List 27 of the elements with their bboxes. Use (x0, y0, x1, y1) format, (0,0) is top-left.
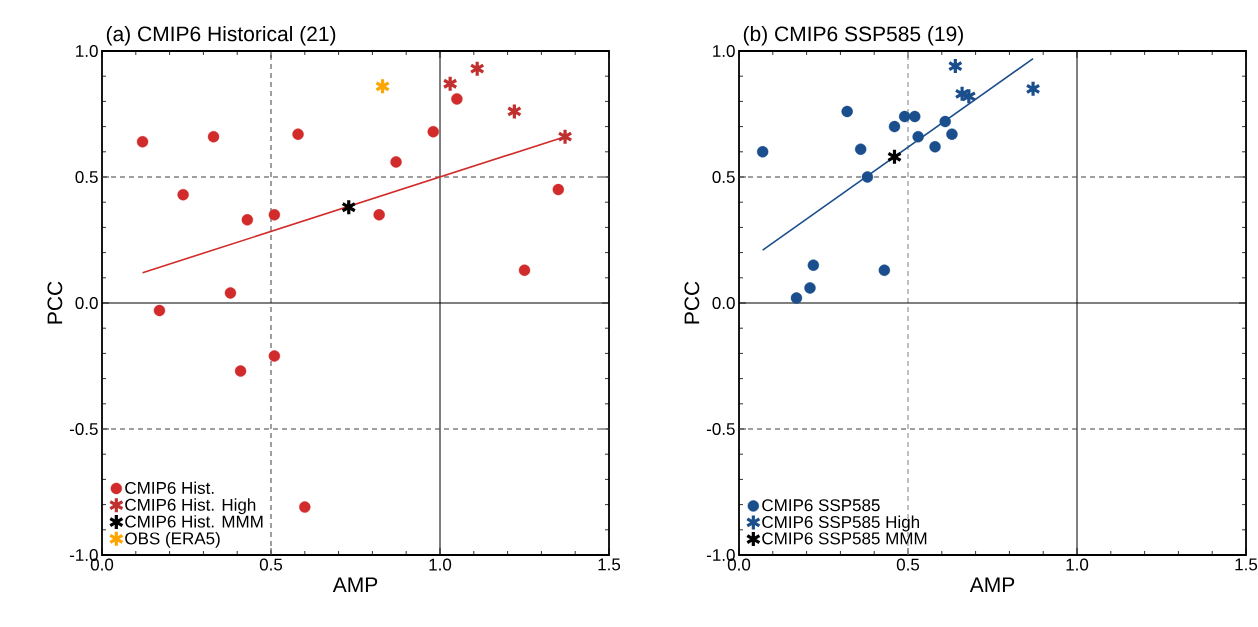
y-tick-label: 0.0 (712, 296, 735, 310)
x-tick-label: 1.0 (1066, 558, 1089, 571)
y-tick-label: 1.0 (713, 44, 735, 58)
x-tick-label: 1.5 (598, 558, 621, 571)
x-tick-label: 0.5 (259, 558, 283, 571)
x-tick-label: 0.5 (896, 558, 920, 571)
y-tick-label: 0.5 (75, 170, 98, 184)
y-axis-title: PCC (47, 281, 63, 324)
legend-label: CMIP6 Hist. (125, 481, 214, 494)
x-tick-label: 1.0 (429, 558, 452, 571)
y-tick-label: 0.5 (712, 170, 735, 184)
legend-label: CMIP6 SSP585 High (762, 515, 919, 532)
legend-label: CMIP6 Hist. High (125, 498, 256, 515)
y-tick-label: 1.0 (76, 44, 98, 58)
y-axis-title: PCC (684, 281, 700, 324)
x-tick-label: 1.5 (1235, 558, 1258, 571)
x-axis-title: AMP (969, 577, 1015, 592)
y-tick-label: -0.5 (706, 422, 735, 436)
chart-title: (a) CMIP6 Historical (21) (106, 25, 336, 46)
legend-label: OBS (ERA5) (125, 531, 220, 548)
chart-title: (b) CMIP6 SSP585 (19) (743, 25, 963, 46)
legend-label: CMIP6 SSP585 (762, 499, 880, 512)
legend-label: CMIP6 Hist. MMM (125, 515, 263, 528)
x-axis-title: AMP (332, 577, 378, 592)
y-tick-label: 0.0 (75, 296, 98, 310)
legend-label: CMIP6 SSP585 MMM (762, 532, 927, 545)
y-tick-label: -0.5 (69, 422, 98, 436)
